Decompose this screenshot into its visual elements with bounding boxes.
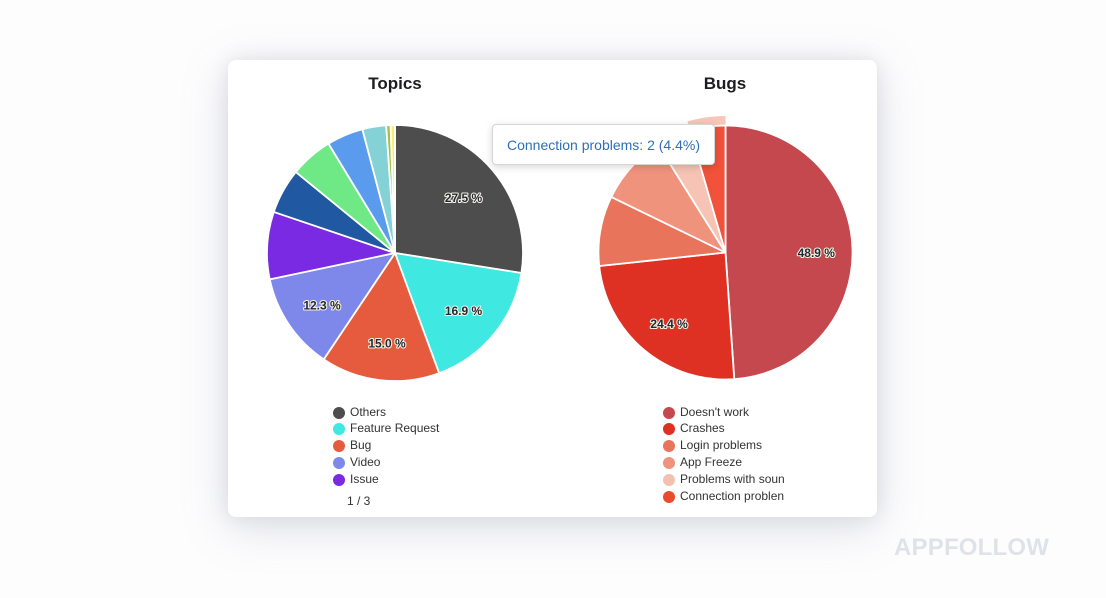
svg-text:24.4 %: 24.4 % — [650, 317, 688, 331]
svg-text:12.3 %: 12.3 % — [303, 298, 341, 312]
svg-text:27.5 %: 27.5 % — [445, 191, 483, 205]
svg-text:15.0 %: 15.0 % — [368, 336, 406, 350]
svg-text:16.9 %: 16.9 % — [445, 304, 483, 318]
svg-text:48.9 %: 48.9 % — [798, 246, 836, 260]
